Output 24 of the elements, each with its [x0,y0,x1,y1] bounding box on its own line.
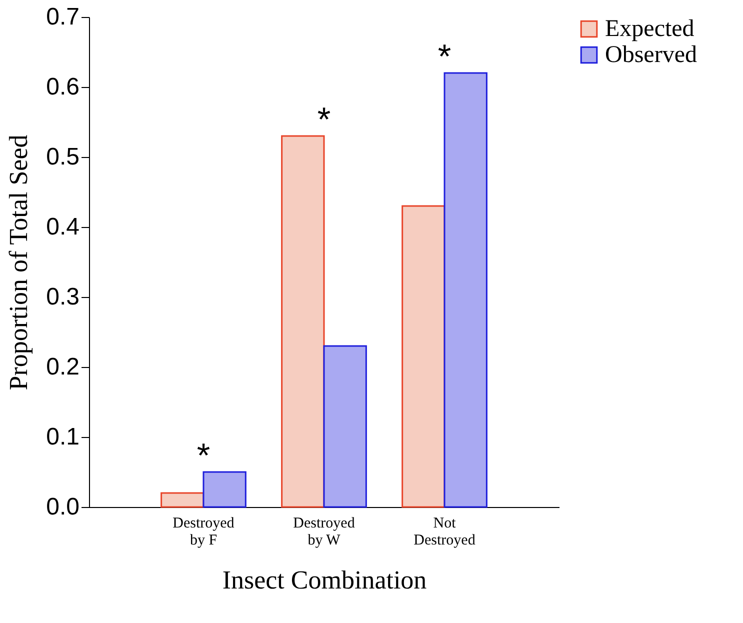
y-tick-label: 0.7 [46,4,80,30]
y-tick-label: 0.6 [46,74,80,100]
bar [202,471,246,508]
bar [323,345,367,508]
annotation: * [317,101,331,139]
x-tick-label: Not Destroyed [414,516,476,548]
y-tick-label: 0.0 [46,494,80,520]
bar [444,72,488,508]
y-tick-label: 0.5 [46,144,80,170]
bar [402,205,446,508]
x-tick-label: Destroyed by F [172,516,235,548]
legend-label: Observed [605,42,697,68]
x-axis-title: Insect Combination [222,566,427,594]
bar [160,492,204,508]
y-tick-label: 0.1 [46,424,80,450]
y-tick-label: 0.2 [46,354,80,380]
y-tick-label: 0.4 [46,214,80,240]
legend-label: Expected [605,16,694,42]
bar [281,135,325,508]
x-tick-label: Destroyed by W [293,516,356,548]
y-axis-title: Proportion of Total Seed [4,134,34,390]
annotation: * [196,437,210,475]
y-tick-label: 0.3 [46,284,80,310]
annotation: * [438,38,452,76]
